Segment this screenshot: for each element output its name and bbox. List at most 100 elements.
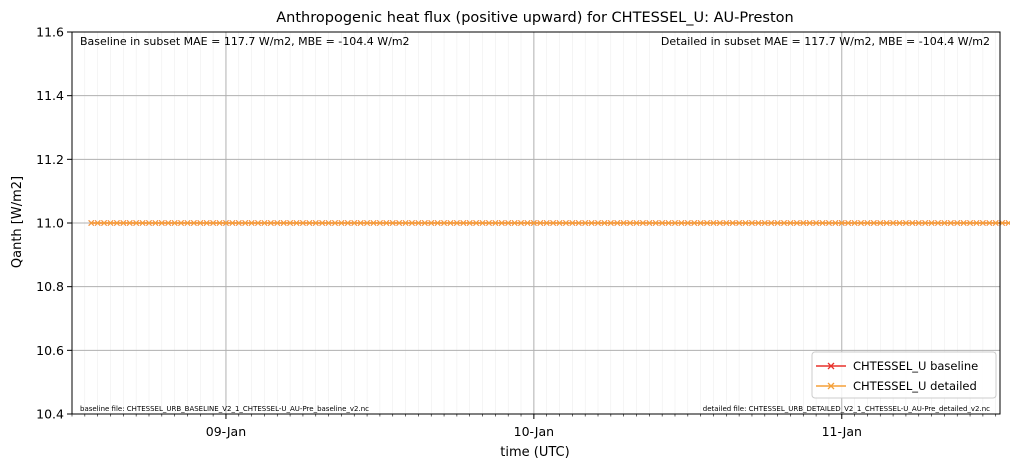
baseline-stats-annotation: Baseline in subset MAE = 117.7 W/m2, MBE… xyxy=(80,35,410,48)
data-point-marker xyxy=(447,220,454,226)
data-point-marker xyxy=(832,220,839,226)
data-point-marker xyxy=(222,220,229,226)
y-tick-label: 10.4 xyxy=(36,407,64,422)
data-point-marker xyxy=(421,220,428,226)
data-point-marker xyxy=(267,220,274,226)
data-point-marker xyxy=(909,220,916,226)
data-point-marker xyxy=(107,220,114,226)
data-point-marker xyxy=(280,220,287,226)
data-point-marker xyxy=(428,220,435,226)
data-point-marker xyxy=(569,220,576,226)
data-point-marker xyxy=(376,220,383,226)
y-axis-label: Qanth [W/m2] xyxy=(10,176,25,268)
data-point-marker xyxy=(511,220,518,226)
data-point-marker xyxy=(101,220,108,226)
data-point-marker xyxy=(935,220,941,226)
data-point-marker xyxy=(409,220,415,226)
data-point-marker xyxy=(88,220,95,226)
data-point-marker xyxy=(986,220,993,226)
data-point-marker xyxy=(659,220,666,226)
data-point-marker xyxy=(633,220,640,226)
data-point-marker xyxy=(312,220,319,226)
data-point-marker xyxy=(441,220,448,226)
data-point-marker xyxy=(793,220,800,226)
x-tick-label: 10-Jan xyxy=(514,424,554,439)
data-point-marker xyxy=(120,220,127,226)
data-point-marker xyxy=(357,220,364,226)
data-point-marker xyxy=(672,220,678,226)
data-point-marker xyxy=(870,220,877,226)
data-point-marker xyxy=(601,220,608,226)
data-point-marker xyxy=(928,220,935,226)
data-point-marker xyxy=(248,220,255,226)
legend-label-detailed: CHTESSEL_U detailed xyxy=(853,379,977,393)
data-point-marker xyxy=(165,220,172,226)
y-tick-label: 11.0 xyxy=(36,216,64,231)
data-point-marker xyxy=(723,220,730,226)
data-point-marker xyxy=(646,220,653,226)
data-point-marker xyxy=(582,220,589,226)
data-point-marker xyxy=(543,220,550,226)
data-point-marker xyxy=(768,220,775,226)
legend-label-baseline: CHTESSEL_U baseline xyxy=(853,359,978,373)
data-point-marker xyxy=(287,220,294,226)
data-point-marker xyxy=(813,220,820,226)
data-point-marker xyxy=(486,220,492,226)
data-point-marker xyxy=(838,220,845,226)
baseline-file-annotation: baseline file: CHTESSEL_URB_BASELINE_V2_… xyxy=(80,405,369,413)
y-tick-label: 10.8 xyxy=(36,279,64,294)
legend-marker-detailed xyxy=(827,382,835,390)
data-point-marker xyxy=(979,220,986,226)
data-point-marker xyxy=(113,220,120,226)
data-point-marker xyxy=(94,220,101,226)
data-point-marker xyxy=(941,220,948,226)
data-point-marker xyxy=(210,220,217,226)
data-point-marker xyxy=(550,220,557,226)
data-point-marker xyxy=(524,220,531,226)
y-tick-label: 10.6 xyxy=(36,343,64,358)
data-point-marker xyxy=(242,220,249,226)
data-point-marker xyxy=(652,220,659,226)
data-point-marker xyxy=(235,220,242,226)
data-point-marker xyxy=(171,220,178,226)
data-point-marker xyxy=(498,220,505,226)
legend-box xyxy=(811,351,997,399)
data-point-marker xyxy=(460,220,467,226)
data-point-marker xyxy=(415,220,422,226)
data-point-marker xyxy=(216,220,223,226)
data-point-marker xyxy=(351,220,358,226)
data-point-marker xyxy=(505,220,512,226)
data-point-marker xyxy=(877,220,884,226)
data-point-marker xyxy=(595,220,601,226)
data-point-marker xyxy=(453,220,460,226)
data-point-marker xyxy=(383,220,390,226)
detailed-file-annotation: detailed file: CHTESSEL_URB_DETAILED_V2_… xyxy=(703,405,990,413)
data-point-marker xyxy=(755,220,762,226)
data-point-marker xyxy=(1005,220,1010,226)
data-point-marker xyxy=(396,220,403,226)
data-point-marker xyxy=(825,220,832,226)
data-point-marker xyxy=(146,220,152,226)
data-point-marker xyxy=(858,220,864,226)
data-point-marker xyxy=(255,220,261,226)
data-point-marker xyxy=(614,220,621,226)
data-point-marker xyxy=(133,220,140,226)
data-point-marker xyxy=(389,220,396,226)
x-axis-label: time (UTC) xyxy=(500,445,569,460)
y-tick-label: 11.4 xyxy=(36,88,64,103)
legend: CHTESSEL_U baseline CHTESSEL_U detailed xyxy=(811,351,997,399)
data-point-marker xyxy=(344,220,351,226)
y-tick-label: 11.2 xyxy=(36,152,64,167)
data-point-marker xyxy=(947,220,954,226)
data-point-marker xyxy=(954,220,961,226)
data-point-marker xyxy=(915,220,922,226)
data-point-marker xyxy=(967,220,974,226)
data-point-marker xyxy=(293,220,300,226)
y-tick-label: 11.6 xyxy=(36,25,64,40)
data-point-marker xyxy=(197,220,204,226)
data-point-marker xyxy=(851,220,858,226)
data-point-marker xyxy=(749,220,755,226)
data-point-marker xyxy=(896,220,903,226)
x-tick-label: 09-Jan xyxy=(206,424,246,439)
